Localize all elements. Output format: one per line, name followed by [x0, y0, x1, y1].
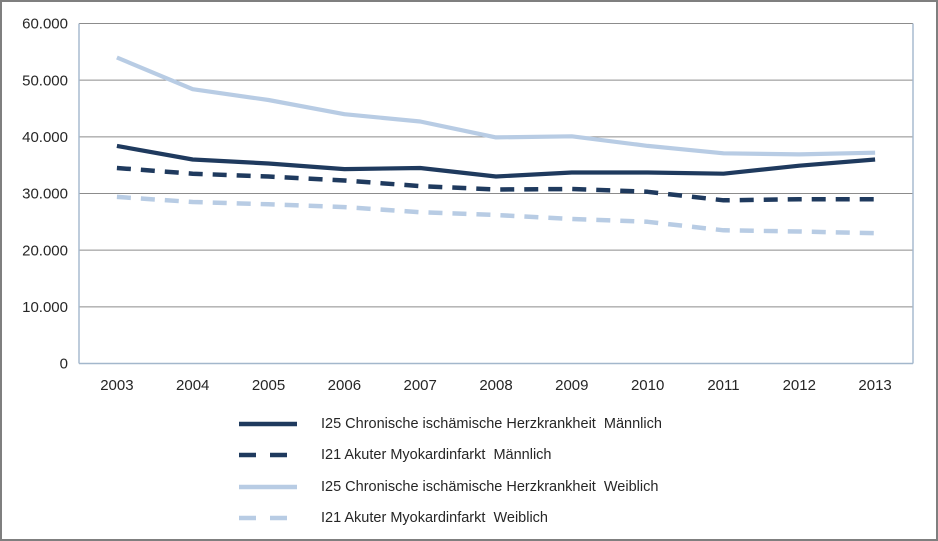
series-line-2 — [116, 55, 876, 157]
x-tick-label: 2011 — [707, 377, 739, 394]
x-tick-label: 2012 — [783, 377, 816, 394]
x-tick-label: 2007 — [403, 377, 436, 394]
y-tick-label: 0 — [60, 356, 68, 373]
legend-item: I21 Akuter Myokardinfarkt Männlich — [239, 440, 662, 472]
x-tick-label: 2010 — [631, 377, 664, 394]
y-tick-label: 50.000 — [22, 72, 68, 89]
y-tick-label: 60.000 — [22, 16, 68, 33]
legend-line-sample-dashed-light — [239, 516, 297, 521]
legend-line-sample-solid-light — [239, 484, 297, 489]
legend-line-sample-dashed-dark — [239, 453, 297, 458]
x-tick-label: 2005 — [252, 377, 285, 394]
legend-item: I21 Akuter Myokardinfarkt Weiblich — [239, 503, 662, 535]
y-tick-label: 10.000 — [22, 299, 68, 316]
y-tick-label: 30.000 — [22, 186, 68, 203]
series-line-0 — [116, 143, 876, 179]
chart-legend: I25 Chronische ischämische Herzkrankheit… — [239, 408, 662, 534]
legend-line-sample-solid-dark — [239, 421, 297, 426]
x-tick-label: 2006 — [328, 377, 361, 394]
series-line-1 — [116, 165, 876, 203]
legend-label: I21 Akuter Myokardinfarkt Männlich — [321, 447, 552, 463]
legend-label: I25 Chronische ischämische Herzkrankheit… — [321, 478, 659, 495]
x-tick-label: 2004 — [176, 377, 209, 394]
legend-item: I25 Chronische ischämische Herzkrankheit… — [239, 408, 662, 440]
x-tick-label: 2013 — [858, 377, 891, 394]
legend-label: I25 Chronische ischämische Herzkrankheit… — [321, 415, 662, 432]
x-tick-label: 2008 — [479, 377, 512, 394]
series-line-3 — [116, 194, 876, 236]
legend-label: I21 Akuter Myokardinfarkt Weiblich — [321, 510, 548, 526]
x-tick-label: 2003 — [100, 377, 133, 394]
legend-item: I25 Chronische ischämische Herzkrankheit… — [239, 471, 662, 503]
y-tick-label: 40.000 — [22, 129, 68, 146]
y-tick-label: 20.000 — [22, 242, 68, 259]
x-tick-label: 2009 — [555, 377, 588, 394]
